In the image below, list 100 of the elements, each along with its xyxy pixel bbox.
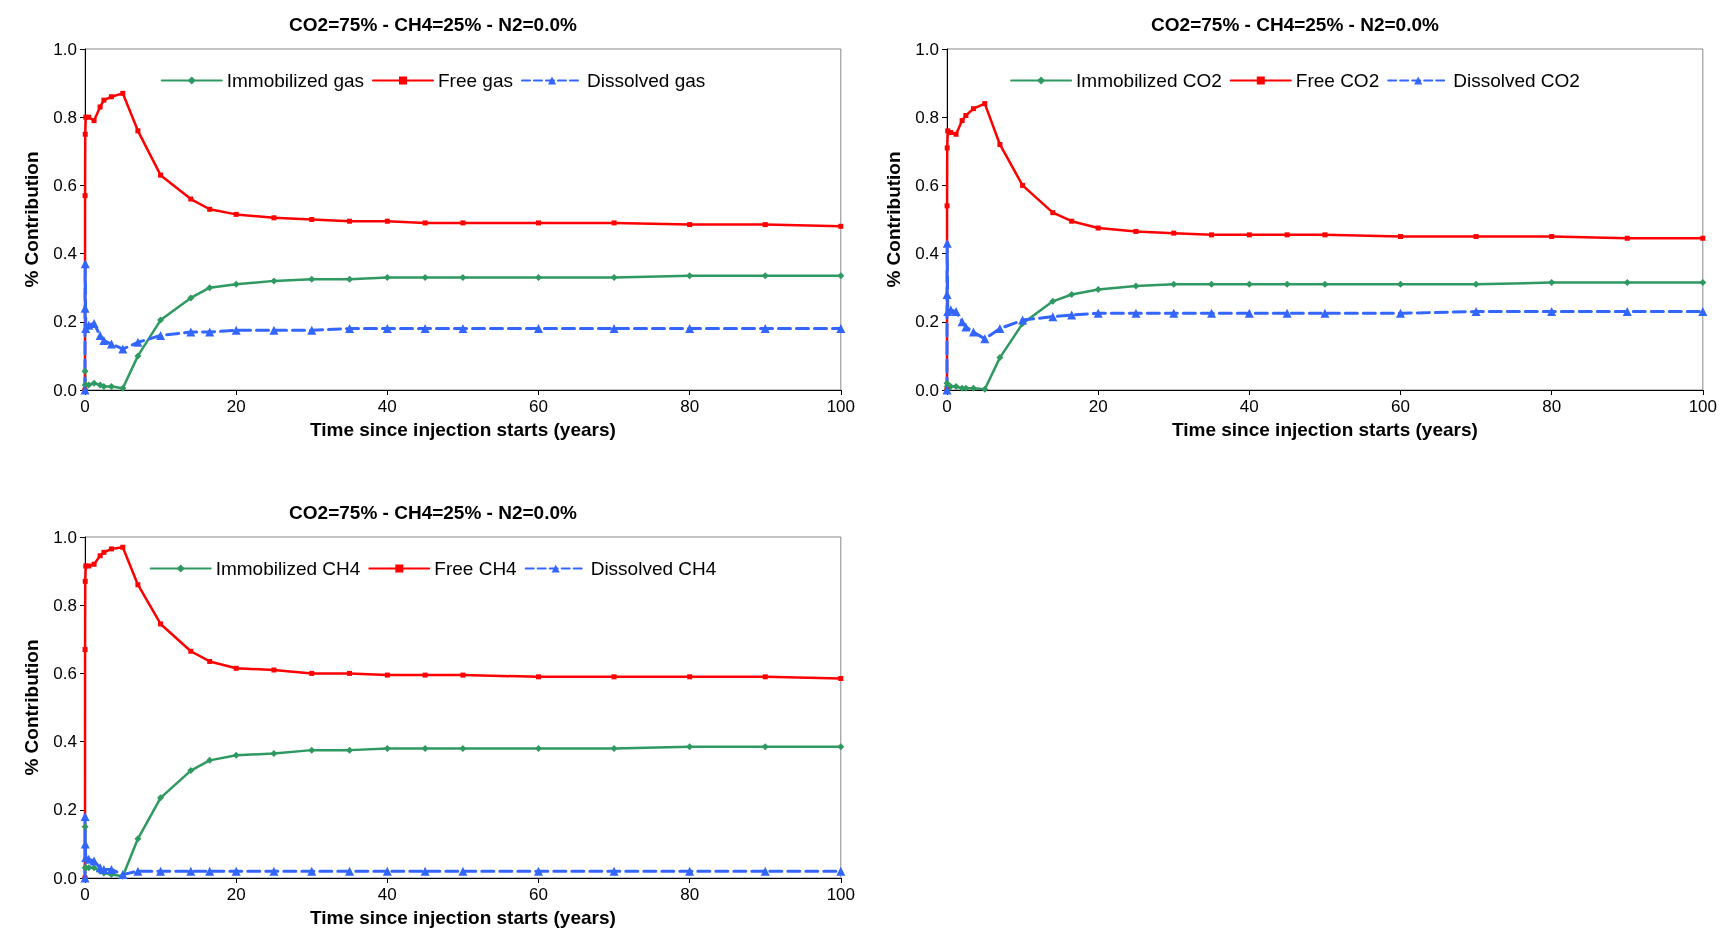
point	[838, 223, 844, 229]
point	[1171, 230, 1177, 236]
x-tick-label: 60	[529, 885, 548, 904]
point	[460, 220, 466, 226]
point	[422, 672, 428, 678]
point	[188, 196, 194, 202]
point	[836, 324, 846, 334]
point	[459, 273, 467, 281]
point	[687, 222, 693, 228]
x-tick-label: 100	[826, 397, 856, 416]
point	[836, 866, 846, 876]
point	[271, 215, 277, 221]
legend-label: Free gas	[438, 70, 513, 91]
point	[233, 211, 239, 217]
point	[952, 383, 960, 391]
point	[535, 220, 541, 226]
y-axis-title: % Contribution	[21, 151, 42, 288]
point	[611, 220, 617, 226]
point	[1473, 234, 1479, 240]
x-tick-label: 20	[226, 885, 246, 904]
x-tick-label: 0	[80, 397, 90, 416]
point	[1320, 308, 1330, 318]
point	[1699, 279, 1707, 287]
point	[383, 273, 391, 281]
point	[345, 866, 355, 876]
point	[1322, 232, 1328, 238]
legend-label: Immobilized gas	[226, 70, 365, 91]
point	[1397, 234, 1403, 240]
point	[347, 218, 353, 224]
point	[997, 141, 1003, 147]
point	[81, 823, 89, 831]
point	[270, 750, 278, 758]
legend-label: Immobilized CO2	[1076, 70, 1222, 91]
point	[1208, 280, 1216, 288]
point	[186, 327, 196, 337]
point	[186, 866, 196, 876]
y-tick-label: 0.8	[915, 107, 939, 127]
point	[99, 864, 109, 874]
point	[686, 272, 694, 280]
point	[1244, 308, 1254, 318]
point	[1132, 282, 1140, 290]
y-tick-label: 0.8	[53, 107, 77, 127]
x-axis-title: Time since injection starts (years)	[309, 419, 616, 440]
point	[761, 272, 769, 280]
x-axis-title: Time since injection starts (years)	[309, 907, 616, 928]
x-tick-label: 0	[942, 397, 952, 416]
point	[232, 280, 240, 288]
point	[944, 203, 950, 209]
point	[982, 101, 988, 107]
point	[968, 327, 978, 337]
point	[82, 193, 88, 199]
x-tick-label: 60	[529, 397, 548, 416]
x-tick-label: 80	[680, 397, 700, 416]
point	[1068, 291, 1076, 299]
y-tick-label: 0.4	[53, 732, 77, 752]
point	[80, 812, 90, 822]
point	[609, 866, 619, 876]
point	[944, 145, 950, 151]
point	[1548, 279, 1556, 287]
point	[309, 670, 315, 676]
x-tick-label: 60	[1391, 397, 1410, 416]
point	[686, 743, 694, 751]
point	[108, 546, 114, 552]
point	[458, 866, 468, 876]
y-tick-label: 0.2	[53, 800, 77, 820]
x-tick-label: 20	[226, 397, 246, 416]
point	[996, 354, 1004, 362]
point	[953, 131, 959, 137]
point	[761, 743, 769, 751]
y-tick-label: 0.8	[53, 595, 77, 615]
point	[1069, 218, 1075, 224]
point	[534, 273, 542, 281]
point	[91, 118, 97, 124]
point	[308, 746, 316, 754]
point	[309, 217, 315, 222]
x-tick-label: 100	[826, 885, 856, 904]
point	[1170, 280, 1178, 288]
point	[134, 835, 142, 843]
point	[762, 674, 768, 680]
point	[762, 222, 768, 228]
point	[1131, 308, 1141, 318]
point	[1547, 307, 1557, 317]
point	[188, 648, 194, 654]
point	[1284, 232, 1290, 238]
point	[308, 275, 316, 283]
point	[233, 665, 239, 671]
y-tick-label: 0.6	[53, 663, 77, 683]
y-tick-label: 0.4	[53, 244, 77, 264]
point	[535, 674, 541, 680]
point	[232, 751, 240, 759]
point	[99, 336, 109, 346]
x-tick-label: 80	[680, 885, 700, 904]
point	[82, 578, 88, 584]
point	[205, 327, 215, 337]
point	[187, 767, 195, 775]
point	[100, 383, 108, 391]
point	[1283, 280, 1291, 288]
point	[382, 324, 392, 334]
point	[271, 667, 277, 673]
point	[970, 106, 976, 112]
